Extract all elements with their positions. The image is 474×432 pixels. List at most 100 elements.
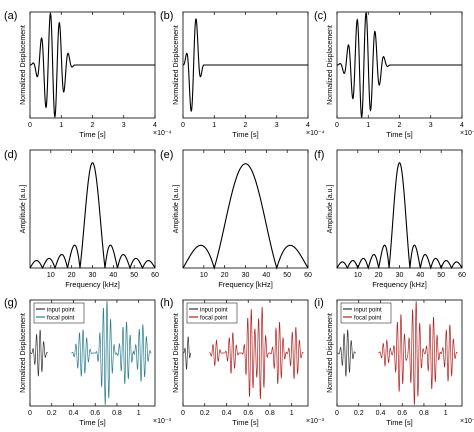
- panel-label: (h): [160, 297, 173, 309]
- series-line: [337, 329, 356, 377]
- series-line: [183, 18, 308, 112]
- panel-label: (g): [4, 297, 17, 309]
- y-axis-label: Normalized Displacement: [20, 313, 27, 393]
- x-axis-label: Frequency [kHz]: [372, 280, 427, 289]
- x-tick-label: 4: [460, 122, 464, 129]
- panel-label: (f): [314, 149, 324, 161]
- x-exponent-label: ×10⁻³: [460, 418, 474, 425]
- x-tick-label: 0.6: [397, 410, 407, 417]
- x-tick-label: 1: [59, 122, 63, 129]
- plot-frame: [182, 149, 309, 269]
- series-line: [29, 162, 156, 270]
- x-tick-label: 30: [242, 272, 250, 279]
- x-tick-label: 60: [304, 272, 312, 279]
- x-tick-label: 50: [283, 272, 291, 279]
- panel-label: (i): [314, 297, 324, 309]
- x-tick-label: 1: [290, 410, 294, 417]
- x-exponent-label: ×10⁻³: [306, 418, 325, 425]
- x-tick-label: 0: [181, 410, 185, 417]
- y-axis-label: Normalized Displacement: [173, 313, 180, 393]
- legend-box: [186, 302, 238, 324]
- x-tick-label: 0.8: [265, 410, 275, 417]
- x-tick-label: 50: [437, 272, 445, 279]
- x-tick-label: 0.2: [354, 410, 364, 417]
- x-tick-label: 40: [109, 272, 117, 279]
- x-axis-label: Frequency [kHz]: [65, 280, 120, 289]
- y-axis-label: Normalized Displacement: [327, 313, 334, 393]
- chart-panel: (b) 0 1 2 3 4×10⁻⁴ Time [s] Normalized Displace…: [160, 10, 325, 139]
- x-tick-label: 30: [89, 272, 97, 279]
- x-axis-label: Time [s]: [232, 130, 258, 139]
- plot-frame: [29, 149, 156, 269]
- panel-label: (a): [4, 10, 17, 22]
- plot-frame: [182, 299, 309, 407]
- series-line: [71, 300, 152, 406]
- plot-frame: [336, 149, 463, 269]
- x-axis-label: Frequency [kHz]: [218, 280, 273, 289]
- x-axis-label: Time [s]: [79, 130, 105, 139]
- legend-label: focal point: [47, 315, 75, 321]
- y-axis-label: Amplitude [a.u.]: [327, 185, 334, 234]
- x-tick-label: 4: [153, 122, 157, 129]
- legend-label: input point: [47, 307, 75, 313]
- chart-panel: (d) 10 20 30 40 50 60 Frequency [kHz] Amplitude …: [4, 149, 159, 289]
- x-tick-label: 20: [68, 272, 76, 279]
- x-tick-label: 0.2: [47, 410, 57, 417]
- x-tick-label: 0.2: [200, 410, 210, 417]
- series-line: [30, 329, 48, 377]
- x-tick-label: 1: [366, 122, 370, 129]
- legend-box: [33, 302, 85, 324]
- y-axis-label: Normalized Displacement: [20, 25, 27, 105]
- panel-label: (b): [160, 10, 173, 22]
- x-tick-label: 20: [221, 272, 229, 279]
- x-tick-label: 1: [137, 410, 141, 417]
- x-tick-label: 4: [306, 122, 310, 129]
- x-axis-label: Time [s]: [79, 418, 105, 427]
- x-tick-label: 3: [122, 122, 126, 129]
- x-tick-label: 40: [262, 272, 270, 279]
- series-line: [337, 11, 462, 119]
- x-tick-label: 40: [416, 272, 424, 279]
- chart-panel: (g) 0 0.2 0.4 0.6 0.8 1 ×10⁻³ Time [s] Normalized…: [4, 297, 172, 427]
- x-tick-label: 30: [396, 272, 404, 279]
- legend-box: [340, 302, 392, 324]
- panel-label: (c): [314, 10, 327, 22]
- x-tick-label: 1: [444, 410, 448, 417]
- legend-label: focal point: [200, 315, 228, 321]
- x-exponent-label: ×10⁻³: [153, 418, 172, 425]
- x-tick-label: 10: [47, 272, 55, 279]
- x-tick-label: 0: [28, 122, 32, 129]
- series-line: [378, 301, 458, 405]
- x-tick-label: 60: [458, 272, 466, 279]
- x-tick-label: 3: [275, 122, 279, 129]
- series-line: [336, 162, 463, 270]
- x-tick-label: 0: [181, 122, 185, 129]
- x-tick-label: 0: [335, 410, 339, 417]
- x-axis-label: Time [s]: [386, 130, 412, 139]
- chart-panel: (h) 0 0.2 0.4 0.6 0.8 1 ×10⁻³ Time [s] Normalized…: [160, 297, 325, 427]
- x-tick-label: 10: [200, 272, 208, 279]
- x-tick-label: 0.6: [90, 410, 100, 417]
- x-tick-label: 0.6: [243, 410, 253, 417]
- y-axis-label: Normalized Displacement: [173, 25, 180, 105]
- chart-panel: (e) 10 20 30 40 50 60 Frequency [kHz] Amplitude …: [160, 149, 312, 289]
- plot-frame: [29, 299, 156, 407]
- series-line: [182, 163, 309, 270]
- x-tick-label: 0.4: [376, 410, 386, 417]
- x-tick-label: 60: [151, 272, 159, 279]
- x-exponent-label: ×10⁻⁴: [460, 130, 474, 137]
- chart-panel: (a) 0 1 2 3 4×10⁻⁴ Time [s] Normalized Displace…: [4, 10, 172, 139]
- plot-frame: [336, 299, 463, 407]
- x-tick-label: 0.4: [222, 410, 232, 417]
- x-tick-label: 0.4: [69, 410, 79, 417]
- x-tick-label: 0.8: [419, 410, 429, 417]
- x-tick-label: 2: [244, 122, 248, 129]
- legend-label: input point: [200, 307, 228, 313]
- panel-label: (d): [4, 149, 17, 161]
- x-tick-label: 20: [375, 272, 383, 279]
- x-tick-label: 0.8: [112, 410, 122, 417]
- x-tick-label: 0: [335, 122, 339, 129]
- series-line: [183, 336, 192, 370]
- y-axis-label: Amplitude [a.u.]: [173, 185, 180, 234]
